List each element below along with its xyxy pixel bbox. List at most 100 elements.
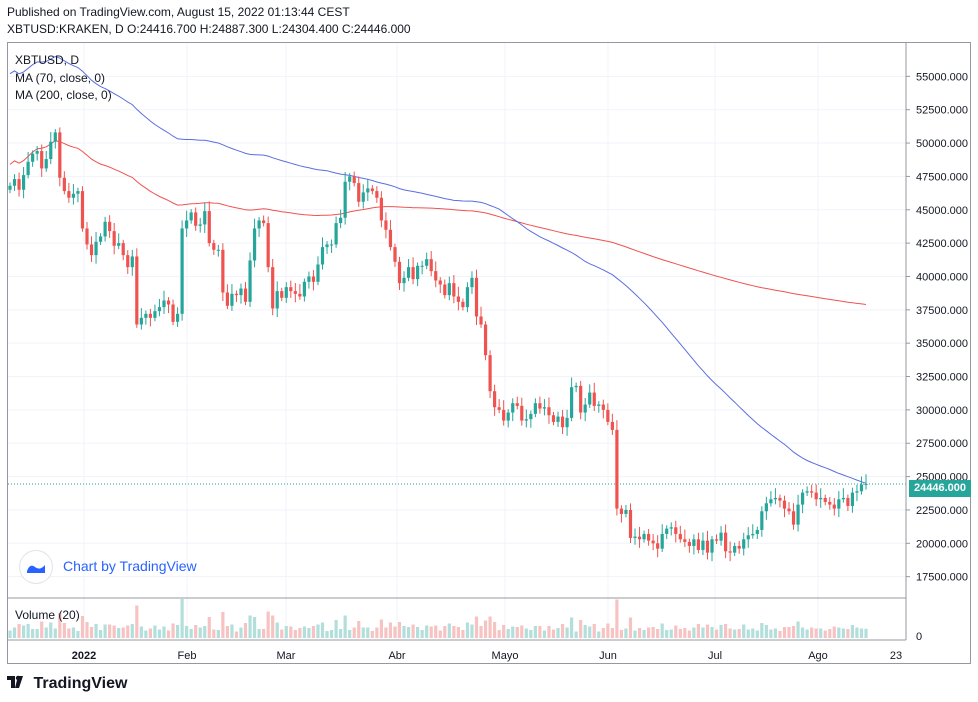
candles (8, 127, 868, 562)
candle (850, 487, 855, 513)
candle (583, 398, 587, 422)
volume-bar (647, 627, 651, 638)
volume-bar (542, 630, 547, 638)
candle (148, 308, 153, 327)
candle (198, 217, 202, 233)
candle (633, 528, 637, 545)
volume-bar (778, 631, 782, 638)
volume-bar (44, 627, 48, 638)
volume-bar (570, 617, 574, 638)
volume-bar (683, 628, 687, 638)
volume-bar (506, 629, 510, 638)
volume-bar (529, 630, 533, 638)
published-line: Published on TradingView.com, August 15,… (7, 5, 350, 19)
candle (207, 201, 211, 247)
candle (266, 216, 270, 273)
volume-bar (334, 620, 338, 638)
volume-bar (796, 621, 800, 638)
candle (769, 491, 773, 507)
volume-bar (538, 626, 542, 638)
candle (98, 233, 103, 246)
volume-bar (773, 628, 778, 638)
chart-by-tradingview-link[interactable]: Chart by TradingView (63, 558, 197, 574)
candle (85, 221, 89, 250)
candle (44, 150, 48, 172)
volume-bar (98, 630, 103, 638)
volume-bar (289, 626, 293, 638)
volume-bar (316, 624, 320, 638)
y-tick-label: 52500.000 (916, 105, 968, 117)
candle (343, 172, 347, 225)
volume-bar (207, 617, 211, 638)
candle (438, 277, 442, 294)
volume-bar (157, 629, 162, 638)
candle (837, 491, 841, 518)
last-price-tag: 24446.000 (909, 480, 971, 497)
candle (348, 173, 352, 191)
volume-bar (58, 613, 62, 638)
volume-bar (252, 617, 257, 638)
volume-bar (547, 626, 551, 638)
candle (710, 535, 714, 562)
volume-bar (764, 625, 768, 638)
candle (800, 489, 805, 514)
candle (524, 409, 528, 428)
volume-bars (8, 599, 868, 638)
candle (171, 299, 175, 326)
volume-bar (769, 629, 773, 638)
candle (58, 127, 62, 187)
candle (669, 522, 673, 536)
volume-legend: Volume (20) (15, 608, 80, 622)
candle (402, 271, 406, 292)
candle (135, 248, 139, 328)
volume-bar (280, 629, 284, 638)
candle (166, 297, 171, 314)
candle (62, 171, 66, 195)
candle (778, 494, 782, 508)
candle (859, 476, 864, 495)
volume-bar (384, 627, 388, 638)
volume-bar (166, 630, 171, 638)
candle (574, 382, 578, 393)
candle (814, 484, 818, 507)
volume-bar (21, 625, 26, 638)
volume-bar (320, 622, 325, 638)
candle (465, 282, 470, 313)
candle (189, 209, 193, 224)
candle (746, 527, 750, 548)
volume-bar (434, 625, 438, 638)
volume-bar (203, 626, 207, 638)
candle (384, 212, 388, 239)
x-tick-label: Mar (277, 650, 296, 662)
volume-bar (705, 624, 710, 638)
y-axis: 55000.000 52500.000 50000.000 47500.000 4500… (8, 43, 968, 643)
volume-bar (112, 625, 116, 638)
volume-bar (502, 625, 506, 638)
volume-bar (520, 625, 524, 638)
volume-bar (139, 626, 143, 638)
volume-bar (76, 631, 80, 638)
candle (474, 269, 479, 326)
candle (162, 290, 166, 314)
volume-bar (121, 627, 125, 638)
tradingview-badge-icon[interactable] (20, 551, 52, 583)
volume-bar (628, 617, 633, 638)
candle (810, 484, 814, 498)
volume-bar (375, 627, 379, 638)
candle (805, 486, 809, 496)
candle (8, 182, 12, 194)
volume-bar (221, 612, 225, 638)
ma200-line (9, 140, 867, 305)
candle (94, 232, 98, 264)
candle (547, 397, 551, 424)
candle (606, 403, 610, 426)
candle (588, 384, 592, 408)
volume-bar (85, 622, 89, 638)
candle (239, 283, 243, 304)
volume-bar (606, 623, 610, 638)
ma-path (9, 55, 867, 484)
candle (461, 298, 465, 311)
candle (406, 258, 411, 282)
ma70-line (9, 55, 867, 484)
